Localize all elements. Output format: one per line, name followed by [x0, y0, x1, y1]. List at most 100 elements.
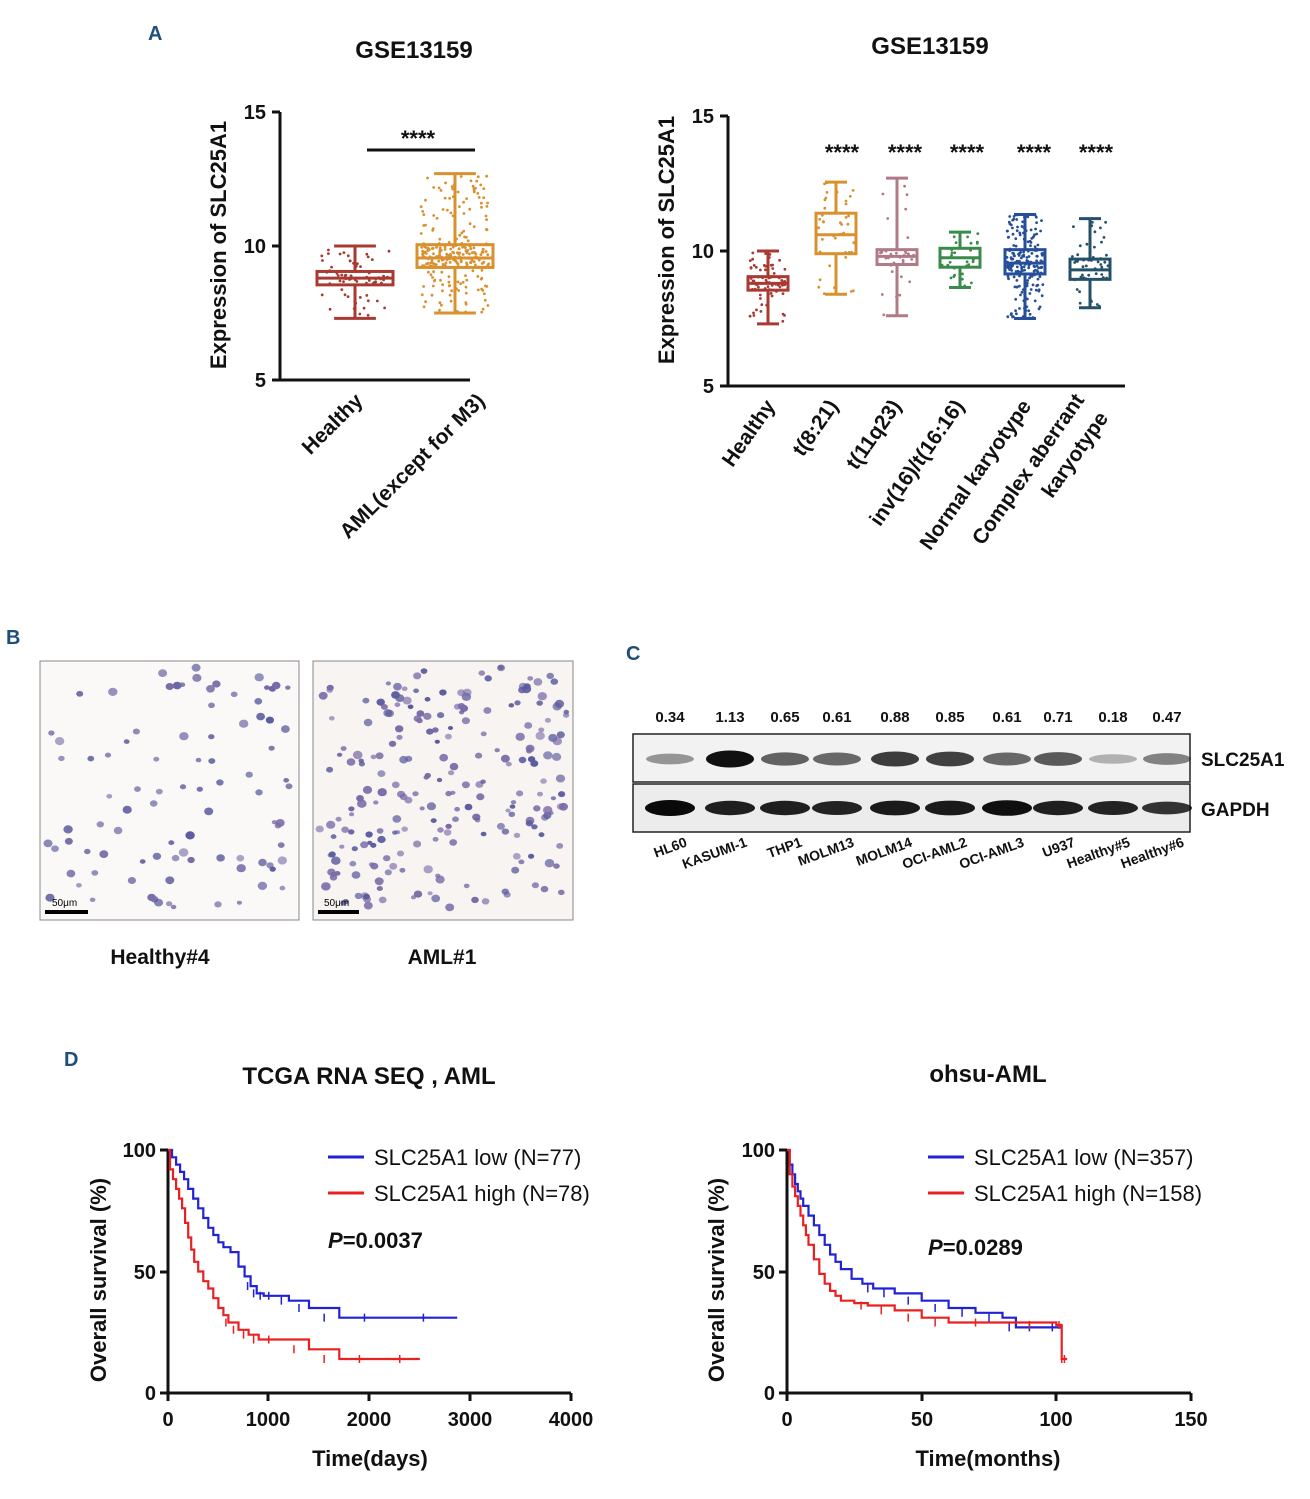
data-point [480, 250, 484, 254]
data-point [358, 312, 362, 316]
cell [401, 686, 408, 691]
data-point [430, 293, 434, 297]
cell [538, 832, 545, 838]
data-point [438, 237, 442, 241]
cell [480, 779, 486, 784]
data-point [1015, 265, 1019, 269]
cell [531, 882, 540, 889]
cell [518, 859, 525, 865]
cell [447, 726, 454, 730]
data-point [1103, 260, 1107, 264]
cell [448, 770, 455, 776]
data-point [419, 205, 423, 209]
data-point [751, 257, 755, 261]
protein-label-slc25a1: SLC25A1 [1201, 750, 1285, 771]
data-point [976, 232, 980, 236]
cell [508, 811, 516, 817]
data-point [966, 235, 969, 239]
cell [76, 883, 82, 888]
data-point [1084, 264, 1088, 268]
data-point [342, 280, 345, 283]
data-point [432, 214, 436, 217]
cell [413, 688, 419, 694]
data-point [450, 289, 454, 293]
p-value: P=0.0289 [928, 1235, 1023, 1260]
data-point [427, 270, 430, 274]
data-point [328, 307, 332, 311]
cell [326, 820, 336, 829]
data-point [1072, 225, 1075, 229]
data-point [463, 235, 466, 239]
cell [363, 901, 373, 910]
data-point [365, 294, 369, 297]
data-point [1105, 253, 1108, 257]
y-tick-label: 100 [742, 1140, 775, 1162]
cell [376, 828, 384, 834]
data-point [771, 267, 775, 270]
data-point [461, 280, 465, 284]
data-point [1013, 254, 1016, 258]
micrograph-caption: Healthy#4 [110, 946, 210, 969]
cell [153, 756, 160, 762]
cell [402, 696, 412, 705]
data-point [448, 261, 452, 264]
data-point [458, 233, 462, 237]
cell [335, 816, 342, 822]
data-point [754, 265, 758, 269]
cell [533, 805, 541, 812]
data-point [461, 253, 465, 256]
data-point [1096, 260, 1100, 264]
cell [84, 848, 91, 855]
data-point [485, 228, 489, 232]
cell [563, 712, 570, 718]
data-point [749, 266, 753, 269]
data-point [1029, 228, 1033, 232]
stained-cells [315, 664, 570, 912]
data-point [459, 175, 463, 178]
data-point [1019, 293, 1022, 297]
data-point [421, 210, 425, 213]
data-point [1019, 256, 1023, 260]
data-point [1075, 288, 1079, 291]
cell [208, 758, 216, 764]
data-point [343, 274, 347, 278]
data-point [481, 307, 485, 311]
cell [179, 682, 186, 687]
data-point [340, 273, 344, 277]
data-point [1029, 244, 1032, 248]
data-point [1039, 266, 1043, 270]
data-point [464, 285, 468, 289]
data-point [336, 274, 340, 277]
densitometry-value: 0.71 [1043, 709, 1072, 726]
cell [277, 842, 285, 848]
data-point [880, 293, 884, 296]
cell [518, 756, 527, 764]
p-value: P=0.0037 [328, 1228, 423, 1253]
data-point [844, 202, 848, 206]
data-point [476, 275, 480, 278]
data-point [952, 235, 956, 239]
cell [139, 859, 146, 864]
data-point [1094, 272, 1098, 276]
cell [370, 754, 377, 760]
chart-title: GSE13159 [871, 33, 988, 60]
data-point [349, 274, 353, 278]
band-slc25a1 [871, 751, 919, 767]
cell [127, 877, 136, 884]
cell [428, 730, 434, 734]
data-point [821, 220, 825, 224]
cell [351, 846, 358, 852]
data-point [431, 228, 435, 232]
cell [91, 870, 99, 876]
cell [483, 707, 492, 714]
survival-curve [787, 1148, 1068, 1361]
cell [445, 903, 455, 912]
y-tick-label: 50 [753, 1262, 775, 1284]
data-point [438, 246, 442, 250]
data-point [477, 196, 481, 199]
densitometry-value: 0.61 [992, 709, 1021, 726]
significance-label: **** [825, 140, 860, 165]
data-point [1016, 269, 1020, 273]
cell [230, 691, 238, 698]
data-point [969, 241, 973, 245]
